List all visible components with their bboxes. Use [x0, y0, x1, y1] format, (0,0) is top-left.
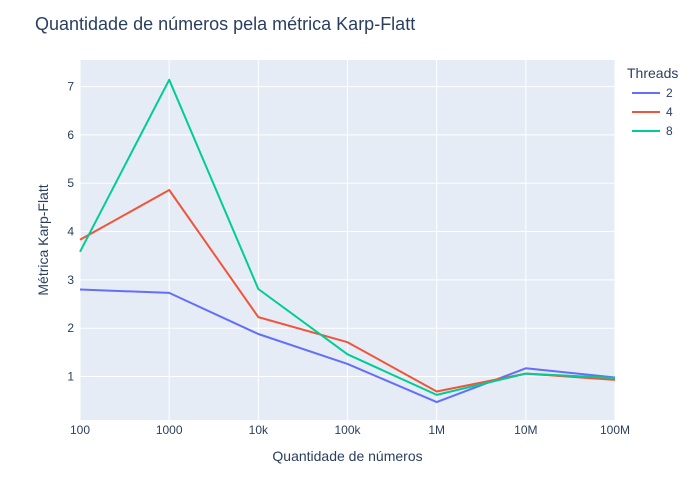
y-axis-title: Métrica Karp-Flatt	[35, 184, 51, 295]
x-tick-label: 1M	[428, 423, 445, 437]
x-tick-label: 10k	[249, 423, 269, 437]
x-tick-label: 100k	[334, 423, 361, 437]
grid	[79, 60, 616, 420]
y-axis-ticks: 1 2 3 4 5 6 7	[67, 80, 74, 384]
y-tick-label: 2	[67, 321, 74, 335]
legend-label-4: 4	[666, 105, 673, 119]
x-axis-ticks: 100 1000 10k 100k 1M 10M 100M	[70, 423, 630, 437]
y-tick-label: 4	[67, 225, 74, 239]
legend: Threads 2 4 8	[627, 65, 678, 138]
x-tick-label: 100	[70, 423, 90, 437]
y-tick-label: 3	[67, 273, 74, 287]
series-line-2	[79, 288, 616, 404]
y-tick-label: 6	[67, 128, 74, 142]
x-axis-title: Quantidade de números	[272, 448, 422, 464]
y-tick-label: 5	[67, 176, 74, 190]
series-line-8	[79, 78, 616, 396]
x-tick-label: 10M	[514, 423, 537, 437]
chart-title: Quantidade de números pela métrica Karp-…	[35, 14, 415, 34]
series-lines	[79, 78, 616, 404]
y-tick-label: 7	[67, 80, 74, 94]
legend-label-8: 8	[666, 124, 673, 138]
y-tick-label: 1	[67, 370, 74, 384]
legend-label-2: 2	[666, 86, 673, 100]
x-tick-label: 100M	[600, 423, 630, 437]
legend-title: Threads	[627, 65, 678, 81]
x-tick-label: 1000	[156, 423, 183, 437]
